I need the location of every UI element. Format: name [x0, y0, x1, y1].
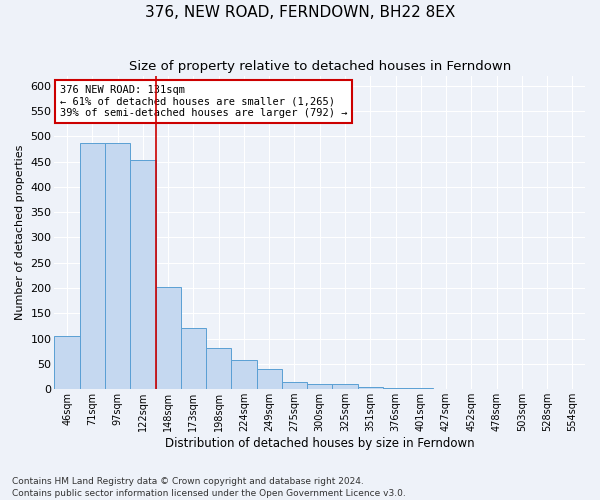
Bar	[181, 328, 206, 389]
Bar	[80, 143, 105, 389]
Bar	[155, 288, 181, 389]
Bar	[257, 369, 282, 389]
Bar	[433, 388, 458, 389]
Bar	[458, 388, 484, 389]
Bar	[408, 388, 433, 389]
Bar	[232, 360, 257, 389]
Bar	[105, 143, 130, 389]
Bar	[509, 388, 535, 389]
Bar	[484, 388, 509, 389]
Bar	[383, 388, 408, 389]
Text: Contains HM Land Registry data © Crown copyright and database right 2024.
Contai: Contains HM Land Registry data © Crown c…	[12, 476, 406, 498]
Bar	[206, 348, 232, 389]
Bar	[332, 384, 358, 389]
Title: Size of property relative to detached houses in Ferndown: Size of property relative to detached ho…	[128, 60, 511, 73]
Y-axis label: Number of detached properties: Number of detached properties	[15, 144, 25, 320]
Bar	[358, 386, 383, 389]
Text: 376 NEW ROAD: 131sqm
← 61% of detached houses are smaller (1,265)
39% of semi-de: 376 NEW ROAD: 131sqm ← 61% of detached h…	[60, 85, 347, 118]
Bar	[55, 336, 80, 389]
Bar	[130, 160, 155, 389]
Text: 376, NEW ROAD, FERNDOWN, BH22 8EX: 376, NEW ROAD, FERNDOWN, BH22 8EX	[145, 5, 455, 20]
X-axis label: Distribution of detached houses by size in Ferndown: Distribution of detached houses by size …	[165, 437, 475, 450]
Bar	[307, 384, 332, 389]
Bar	[282, 382, 307, 389]
